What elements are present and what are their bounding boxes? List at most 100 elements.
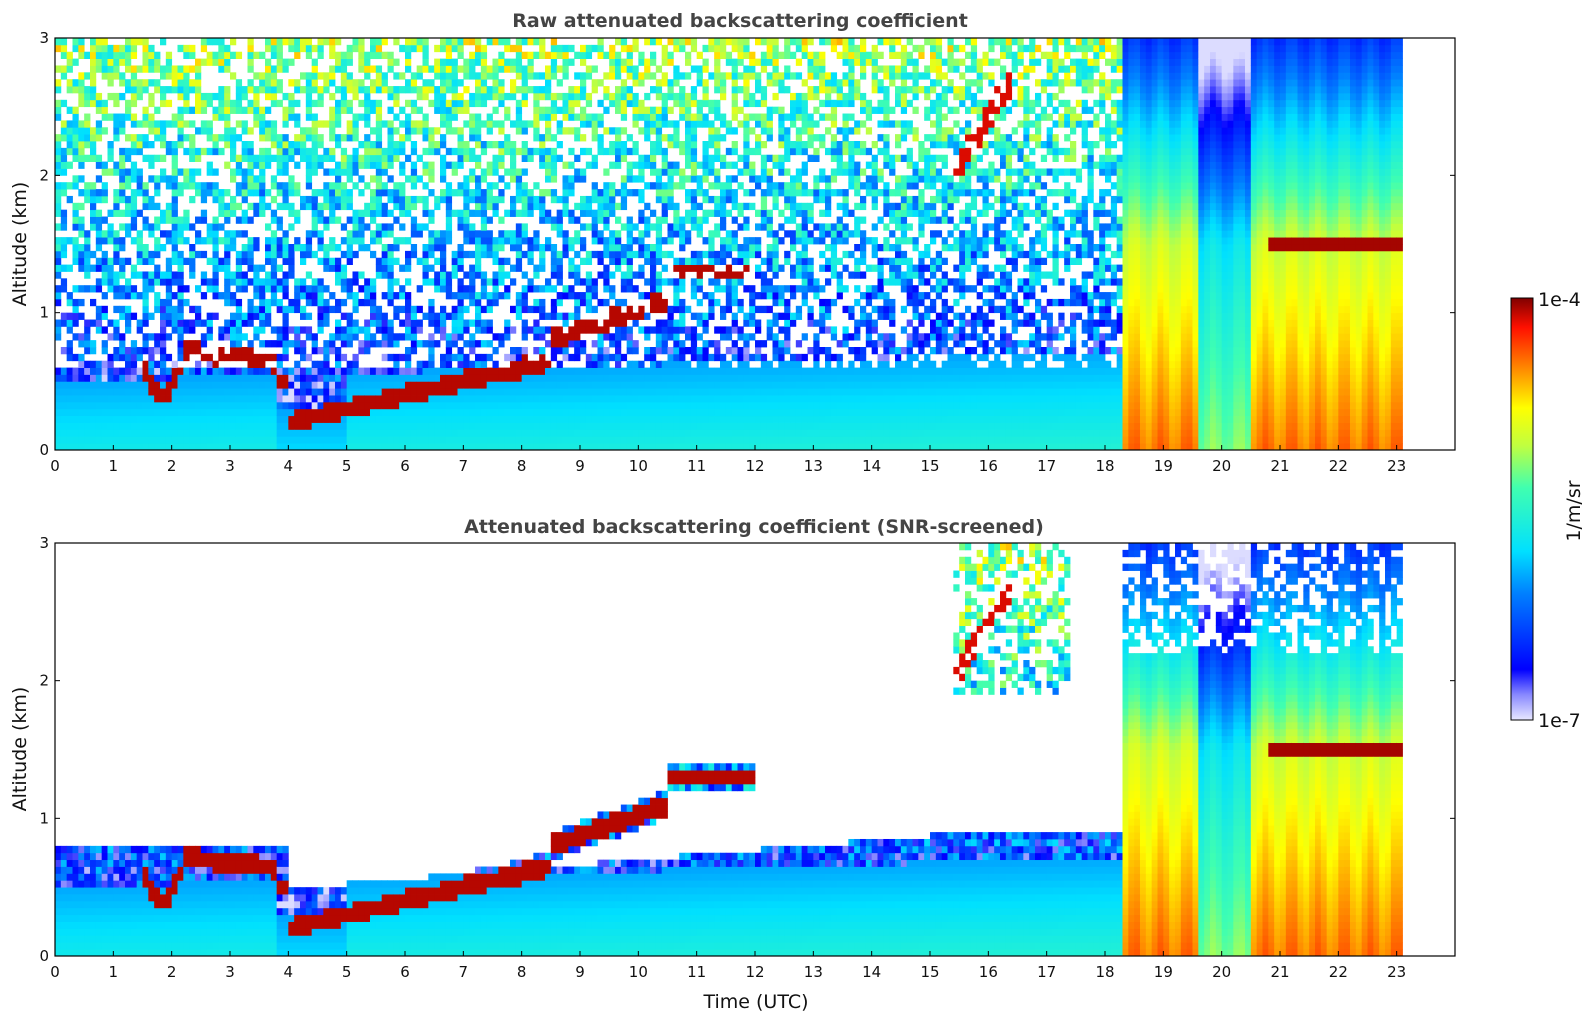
heatmap-cell [463, 65, 470, 73]
heatmap-cell [562, 209, 569, 217]
heatmap-cell [335, 264, 342, 272]
heatmap-cell [731, 319, 738, 327]
heatmap-cell [335, 333, 342, 341]
heatmap-cell [136, 443, 143, 451]
heatmap-cell [276, 202, 283, 211]
heatmap-cell [463, 319, 470, 327]
heatmap-cell [160, 271, 167, 279]
heatmap-cell [644, 106, 651, 114]
heatmap-cell [515, 347, 523, 355]
heatmap-cell [335, 99, 342, 108]
heatmap-cell [259, 189, 266, 197]
heatmap-cell [288, 429, 295, 437]
heatmap-cell [469, 223, 476, 231]
heatmap-cell [486, 182, 493, 190]
heatmap-cell [317, 305, 324, 314]
heatmap-cell [475, 92, 482, 101]
heatmap-cell [661, 333, 668, 341]
heatmap-cell [655, 408, 663, 417]
heatmap-cell [743, 408, 750, 417]
heatmap-cell [714, 230, 721, 238]
heatmap-cell [533, 298, 540, 307]
heatmap-cell [259, 312, 266, 320]
heatmap-cell [119, 92, 126, 101]
heatmap-cell [95, 127, 103, 135]
heatmap-cell [504, 237, 511, 245]
heatmap-cell [224, 209, 231, 217]
heatmap-cell [597, 79, 604, 87]
heatmap-cell [329, 147, 336, 156]
heatmap-cell [731, 257, 738, 265]
heatmap-cell [212, 223, 219, 231]
heatmap-cell [504, 168, 511, 176]
heatmap-cell [743, 353, 750, 362]
heatmap-cell [603, 237, 610, 245]
heatmap-cell [55, 271, 62, 279]
heatmap-cell [469, 395, 476, 403]
heatmap-cell [247, 312, 254, 320]
heatmap-cell [661, 381, 668, 389]
heatmap-cell [282, 340, 289, 348]
heatmap-cell [469, 360, 476, 368]
heatmap-cell [235, 216, 243, 224]
heatmap-cell [200, 381, 208, 389]
heatmap-cell [305, 422, 313, 430]
heatmap-cell [603, 278, 610, 286]
heatmap-cell [329, 79, 336, 87]
heatmap-cell [101, 168, 108, 176]
heatmap-cell [475, 443, 482, 451]
heatmap-cell [125, 436, 132, 444]
heatmap-cell [218, 374, 225, 382]
heatmap-cell [580, 72, 587, 80]
heatmap-cell [644, 230, 651, 238]
heatmap-cell [212, 443, 219, 451]
heatmap-cell [556, 312, 563, 320]
heatmap-cell [498, 58, 505, 66]
heatmap-cell [60, 285, 68, 293]
heatmap-cell [107, 223, 114, 231]
heatmap-cell [60, 168, 68, 176]
heatmap-cell [119, 347, 126, 355]
heatmap-cell [276, 134, 283, 142]
heatmap-cell [247, 141, 254, 149]
heatmap-cell [673, 305, 680, 314]
heatmap-cell [206, 51, 213, 59]
heatmap-cell [556, 92, 563, 101]
heatmap-cell [119, 257, 126, 265]
heatmap-cell [72, 244, 79, 252]
heatmap-cell [440, 189, 447, 197]
heatmap-cell [72, 422, 79, 430]
heatmap-cell [650, 360, 657, 368]
heatmap-cell [492, 106, 499, 114]
heatmap-cell [323, 285, 330, 293]
heatmap-cell [550, 257, 558, 265]
heatmap-cell [510, 347, 517, 355]
heatmap-cell [574, 278, 581, 286]
heatmap-cell [323, 381, 330, 389]
heatmap-cell [737, 257, 744, 265]
heatmap-cell [270, 72, 278, 80]
heatmap-cell [364, 285, 371, 293]
heatmap-cell [288, 209, 295, 217]
heatmap-cell [253, 395, 260, 403]
heatmap-cell [235, 347, 243, 355]
heatmap-cell [702, 347, 709, 355]
heatmap-cell [609, 340, 616, 348]
heatmap-cell [247, 422, 254, 430]
heatmap-cell [125, 257, 132, 265]
heatmap-cell [55, 333, 62, 341]
heatmap-cell [620, 65, 628, 73]
heatmap-cell [428, 319, 435, 327]
heatmap-cell [206, 408, 213, 417]
heatmap-cell [142, 58, 149, 66]
heatmap-cell [370, 408, 377, 417]
heatmap-cell [521, 168, 528, 176]
heatmap-cell [165, 353, 173, 362]
heatmap-cell [247, 278, 254, 286]
heatmap-cell [119, 223, 126, 231]
heatmap-cell [685, 401, 692, 410]
heatmap-cell [457, 319, 464, 327]
heatmap-cell [183, 86, 190, 94]
heatmap-cell [352, 134, 359, 142]
heatmap-cell [498, 408, 505, 417]
